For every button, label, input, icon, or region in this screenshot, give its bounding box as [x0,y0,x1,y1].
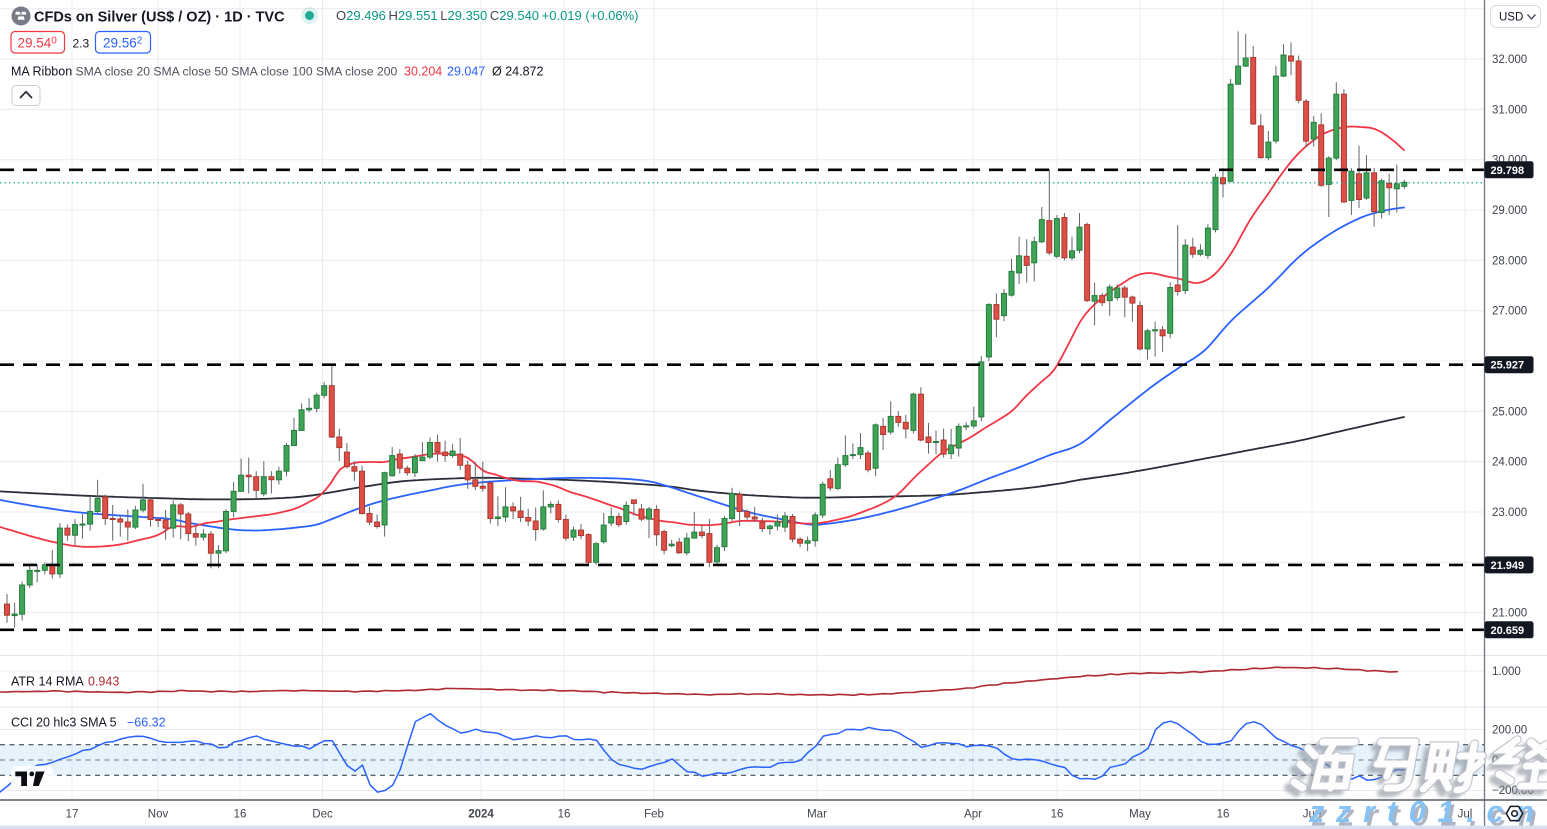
svg-text:16: 16 [1051,809,1064,821]
svg-text:29.562: 29.562 [103,36,143,51]
svg-text:Jun: Jun [1303,809,1322,821]
svg-text:2024: 2024 [468,809,494,821]
svg-text:Nov: Nov [148,809,169,821]
svg-text:25.000: 25.000 [1492,406,1527,418]
svg-text:21.949: 21.949 [1491,560,1525,572]
svg-text:zzrt01.cn: zzrt01.cn [1311,799,1547,829]
svg-text:29.798: 29.798 [1491,165,1525,177]
svg-text:30.204: 30.204 [404,65,442,79]
svg-text:Apr: Apr [964,809,982,821]
svg-text:32.000: 32.000 [1492,54,1527,66]
svg-text:−66.32: −66.32 [127,716,166,730]
svg-text:zzrt01.cn: zzrt01.cn [1308,795,1546,829]
svg-text:29.540: 29.540 [18,36,58,51]
svg-text:ATR 14 RMA: ATR 14 RMA [11,675,84,689]
svg-text:16: 16 [1217,809,1230,821]
svg-text:23.000: 23.000 [1492,507,1527,519]
svg-text:29.047: 29.047 [447,65,485,79]
svg-text:CFDs on Silver (US$ / OZ) · 1D: CFDs on Silver (US$ / OZ) · 1D · TVC [34,10,285,26]
svg-text:17: 17 [66,809,79,821]
svg-text:CCI 20 hlc3 SMA 5: CCI 20 hlc3 SMA 5 [11,716,117,730]
svg-text:2.3: 2.3 [73,37,90,51]
svg-text:1.000: 1.000 [1492,666,1521,678]
svg-text:O29.496 H29.551 L29.350 C29.54: O29.496 H29.551 L29.350 C29.540 +0.019 (… [336,8,638,23]
svg-text:Mar: Mar [807,809,827,821]
svg-text:31.000: 31.000 [1492,104,1527,116]
svg-text:27.000: 27.000 [1492,306,1527,318]
svg-text:20.659: 20.659 [1491,625,1525,637]
svg-text:Feb: Feb [644,809,664,821]
svg-text:28.000: 28.000 [1492,255,1527,267]
svg-text:24.000: 24.000 [1492,457,1527,469]
svg-text:USD: USD [1499,12,1523,24]
svg-text:May: May [1129,809,1151,821]
svg-text:MA Ribbon: MA Ribbon [11,65,72,79]
svg-text:0.943: 0.943 [88,675,119,689]
svg-text:16: 16 [234,809,247,821]
svg-text:29.000: 29.000 [1492,205,1527,217]
svg-text:200.00: 200.00 [1492,725,1527,737]
svg-text:Dec: Dec [312,809,333,821]
svg-text:Jul: Jul [1458,809,1473,821]
svg-text:21.000: 21.000 [1492,608,1527,620]
svg-text:Ø 24.872: Ø 24.872 [492,65,543,79]
svg-text:16: 16 [558,809,571,821]
svg-text:25.927: 25.927 [1491,360,1525,372]
svg-text:SMA close 20 SMA close 50 SMA: SMA close 20 SMA close 50 SMA close 100 … [76,65,398,79]
